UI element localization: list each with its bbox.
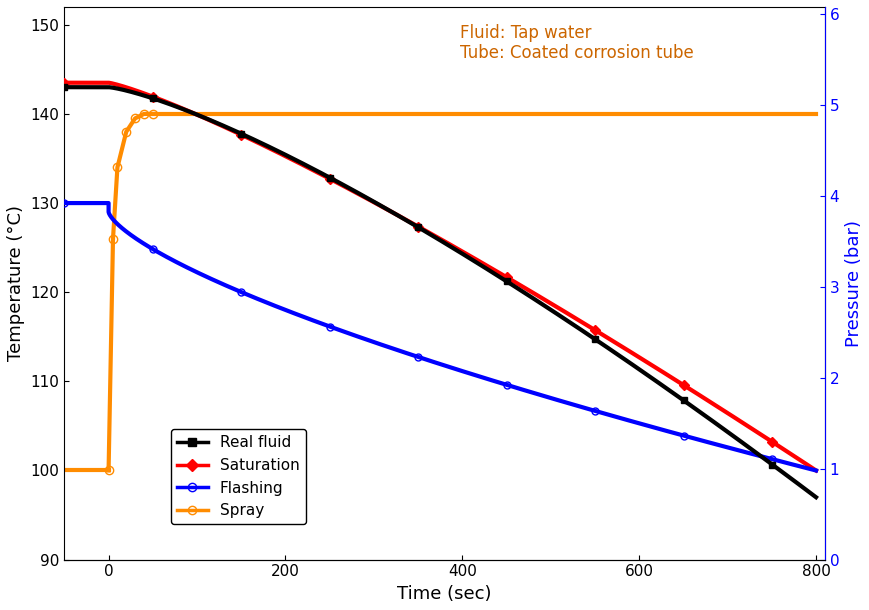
Y-axis label: Pressure (bar): Pressure (bar): [844, 220, 862, 347]
Text: Fluid: Tap water
Tube: Coated corrosion tube: Fluid: Tap water Tube: Coated corrosion …: [460, 24, 693, 62]
Y-axis label: Temperature (°C): Temperature (°C): [7, 206, 25, 361]
Legend: Real fluid, Saturation, Flashing, Spray: Real fluid, Saturation, Flashing, Spray: [170, 429, 305, 525]
X-axis label: Time (sec): Time (sec): [397, 585, 491, 603]
